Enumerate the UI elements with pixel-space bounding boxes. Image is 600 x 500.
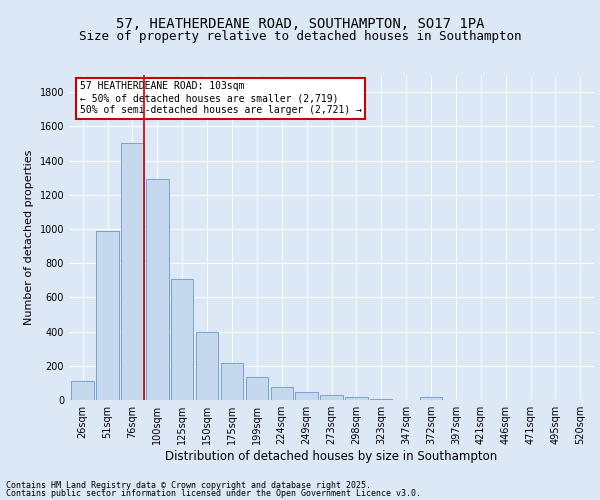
Bar (370, 399, 392, 400)
Bar (146, 180, 169, 400)
Text: Size of property relative to detached houses in Southampton: Size of property relative to detached ho… (79, 30, 521, 43)
Bar (271, 387, 293, 400)
Bar (121, 144, 143, 400)
Bar (196, 332, 218, 400)
Text: 57 HEATHERDEANE ROAD: 103sqm
← 50% of detached houses are smaller (2,719)
50% of: 57 HEATHERDEANE ROAD: 103sqm ← 50% of de… (79, 82, 361, 114)
Bar (97, 230, 119, 400)
Bar (245, 377, 268, 400)
Bar (171, 278, 193, 400)
Bar (221, 363, 243, 400)
Bar (345, 396, 368, 400)
Text: Contains HM Land Registry data © Crown copyright and database right 2025.: Contains HM Land Registry data © Crown c… (6, 480, 371, 490)
Y-axis label: Number of detached properties: Number of detached properties (24, 150, 34, 325)
Bar (320, 395, 343, 400)
Text: 57, HEATHERDEANE ROAD, SOUTHAMPTON, SO17 1PA: 57, HEATHERDEANE ROAD, SOUTHAMPTON, SO17… (116, 18, 484, 32)
Text: Contains public sector information licensed under the Open Government Licence v3: Contains public sector information licen… (6, 489, 421, 498)
Bar (71, 381, 94, 400)
X-axis label: Distribution of detached houses by size in Southampton: Distribution of detached houses by size … (166, 450, 497, 463)
Bar (295, 392, 318, 400)
Bar (420, 396, 442, 400)
